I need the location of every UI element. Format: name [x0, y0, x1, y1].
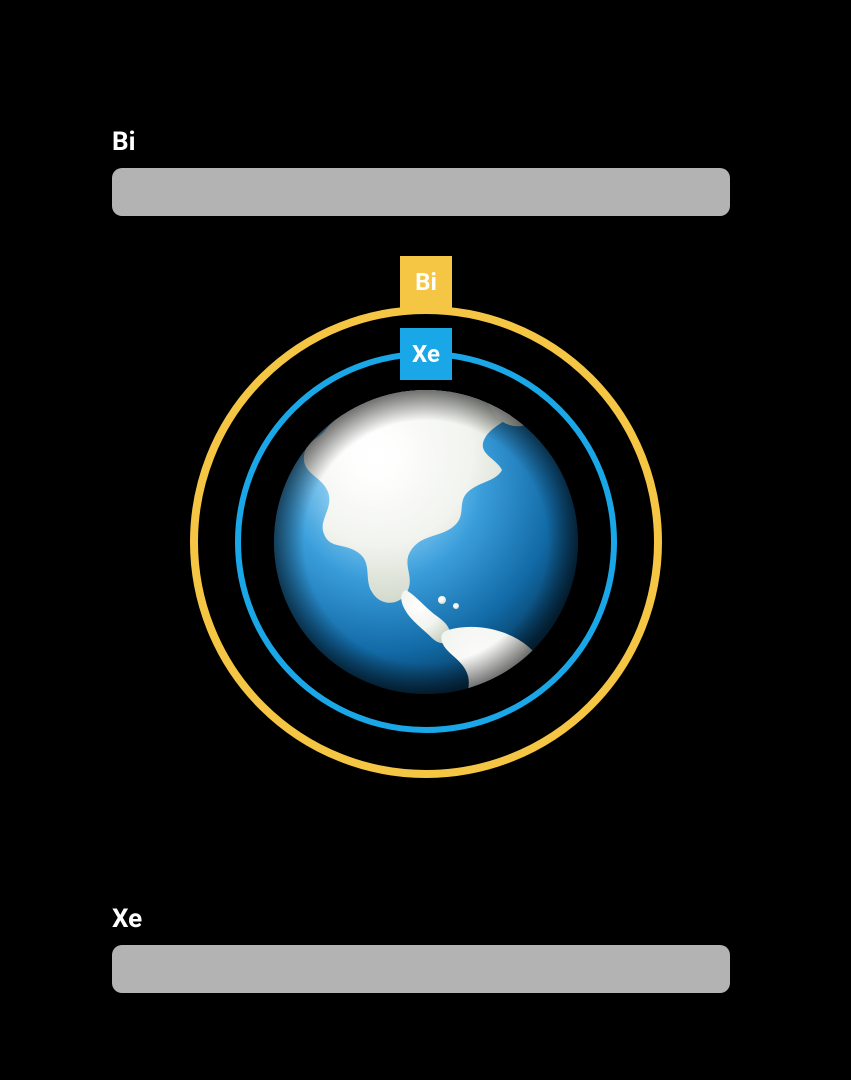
inner-ring-badge-label: Xe — [412, 340, 440, 368]
outer-ring-badge: Bi — [400, 256, 452, 308]
bottom-element-label: Xe — [112, 904, 142, 934]
outer-ring-badge-label: Bi — [415, 268, 437, 296]
orbit-diagram: Bi Xe — [184, 254, 668, 830]
bottom-input-bar[interactable] — [112, 945, 730, 993]
inner-ring-badge: Xe — [400, 328, 452, 380]
top-input-bar[interactable] — [112, 168, 730, 216]
top-element-label: Bi — [112, 127, 135, 157]
diagram-svg: Bi Xe — [184, 254, 668, 830]
